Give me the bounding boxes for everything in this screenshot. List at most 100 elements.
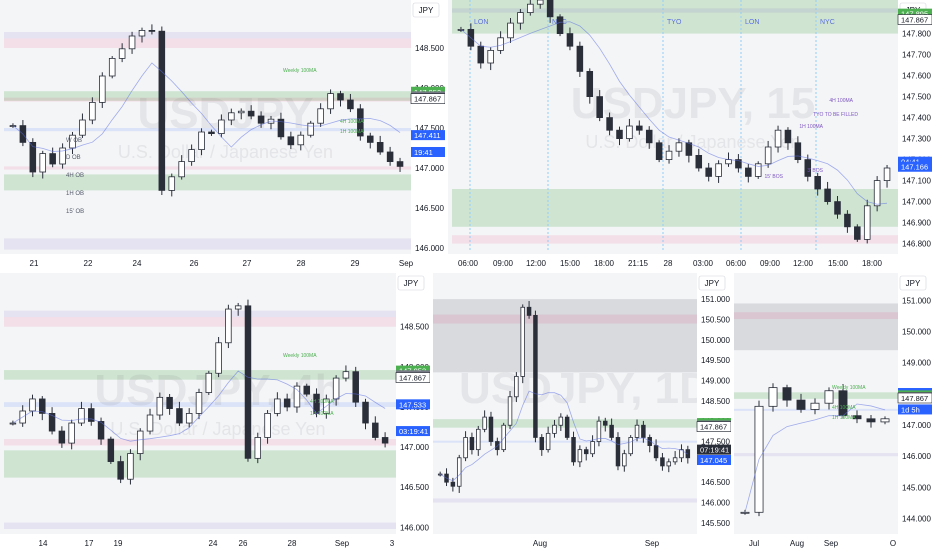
chart-panel-top-left[interactable]: USDJPY U.S. Dollar / Japanese Yen W OB D OB…: [0, 0, 445, 270]
candle: [69, 131, 76, 155]
candle: [287, 131, 295, 149]
chart-svg-top-right: USDJPY, 15U.S. Dollar / Japanese YenLONN…: [448, 0, 932, 270]
candle: [59, 143, 66, 169]
candle: [824, 181, 831, 205]
time-axis-tick: 24: [133, 259, 142, 268]
time-axis-tick: Jul: [749, 539, 759, 548]
price-axis-tick: 147.500: [415, 124, 444, 133]
candle: [274, 392, 281, 417]
chart-panel-bottom-right[interactable]: Weekly 100MA 4H 100MA 1H 100MA 151.000 150.0…: [734, 273, 932, 550]
time-axis-tick: 09:00: [760, 259, 781, 268]
time-axis-tick: 18:00: [594, 259, 615, 268]
price-axis-tick: 146.900: [902, 219, 931, 228]
candle: [366, 132, 374, 149]
candle: [814, 172, 821, 196]
currency-label: JPY: [419, 6, 434, 15]
watermark-description: U.S. Dollar / Japanese Yen: [110, 419, 325, 439]
currency-box: [698, 275, 726, 291]
candle: [158, 26, 166, 196]
candle: [168, 173, 176, 197]
time-axis-tick: Aug: [533, 539, 547, 548]
chart-annotation: 15' BOS: [765, 174, 784, 180]
price-tag: 03:19:41: [396, 426, 430, 437]
time-axis[interactable]: [734, 534, 932, 550]
moving-average-line: [460, 21, 888, 205]
supply-demand-zone: [734, 303, 898, 351]
time-axis-tick: O: [890, 539, 896, 548]
session-label: NYC: [820, 19, 835, 26]
supply-demand-zone: [4, 97, 411, 102]
price-axis-tick: 147.800: [902, 30, 931, 39]
chart-panel-top-right[interactable]: USDJPY, 15U.S. Dollar / Japanese YenLONN…: [448, 0, 932, 270]
time-axis[interactable]: [448, 254, 932, 270]
price-axis[interactable]: [396, 273, 430, 550]
price-axis-tick: 146.500: [400, 483, 429, 492]
panel-divider-horizontal: [0, 270, 932, 273]
candle: [39, 150, 47, 179]
candle: [234, 302, 242, 316]
candle: [641, 420, 646, 443]
price-tag: 147.166: [898, 161, 932, 172]
candle: [533, 310, 538, 443]
candle: [566, 27, 574, 51]
candle: [527, 0, 534, 16]
svg-text:07:19:41: 07:19:41: [700, 446, 729, 455]
zone-label: Weekly 100MA: [832, 385, 866, 391]
chart-panel-bottom-middle[interactable]: USDJPY, 1D 151.000 150.500 150.000 149.500 14…: [433, 273, 731, 550]
candle: [237, 108, 245, 120]
candle: [583, 446, 589, 461]
candle: [386, 146, 394, 166]
price-axis[interactable]: [697, 273, 731, 550]
currency-box: [412, 2, 440, 18]
candle: [754, 400, 764, 517]
supply-demand-zone: [4, 439, 396, 446]
price-axis-tick: 147.000: [902, 421, 931, 430]
candle: [784, 127, 792, 150]
candle: [782, 384, 792, 407]
time-axis[interactable]: [0, 254, 445, 270]
price-axis-tick: 146.500: [415, 204, 444, 213]
candle: [293, 382, 301, 413]
chart-panel-bottom-left[interactable]: USDJPY, 4h U.S. Dollar / Japanese Yen Week…: [0, 273, 430, 550]
candle: [764, 140, 772, 168]
candle: [146, 408, 154, 435]
candle: [794, 136, 802, 164]
time-axis-tick: 29: [351, 259, 360, 268]
candle: [615, 432, 621, 471]
candle: [695, 148, 703, 172]
supply-demand-zone: [452, 235, 898, 244]
supply-demand-zone: [4, 174, 411, 191]
supply-demand-zone: [452, 8, 898, 13]
price-axis-tick: 151.000: [902, 296, 931, 305]
time-axis[interactable]: [433, 534, 731, 550]
time-axis[interactable]: [0, 534, 430, 550]
candle: [804, 154, 812, 182]
candle: [666, 458, 672, 473]
price-axis-tick: 146.000: [902, 452, 931, 461]
candle: [596, 416, 602, 447]
time-axis-tick: 12:00: [526, 259, 547, 268]
candle: [68, 419, 75, 450]
price-axis-tick: 144.000: [902, 515, 931, 524]
svg-text:03:19:41: 03:19:41: [399, 427, 428, 436]
time-axis-tick: Sep: [399, 259, 414, 268]
price-axis[interactable]: [898, 0, 932, 270]
legend-entry: D OB: [66, 155, 81, 161]
zone-label: 4H 100MA: [310, 399, 334, 405]
currency-box: [397, 275, 425, 291]
candle: [596, 90, 603, 122]
currency-box: [899, 275, 927, 291]
time-axis-tick: Sep: [645, 539, 660, 548]
currency-label: JPY: [906, 279, 921, 288]
candle: [844, 210, 851, 233]
candle: [337, 90, 344, 107]
chart-annotation: 4H 100MA: [829, 98, 853, 104]
price-axis-tick: 146.000: [400, 523, 429, 532]
svg-text:1d 5h: 1d 5h: [901, 405, 920, 414]
price-tag: 147.867: [897, 392, 932, 404]
price-tag: 19:41: [411, 147, 445, 157]
candle: [463, 431, 468, 462]
candle: [107, 436, 115, 464]
zone-label: 1H 100MA: [832, 415, 856, 421]
candle: [148, 24, 156, 35]
